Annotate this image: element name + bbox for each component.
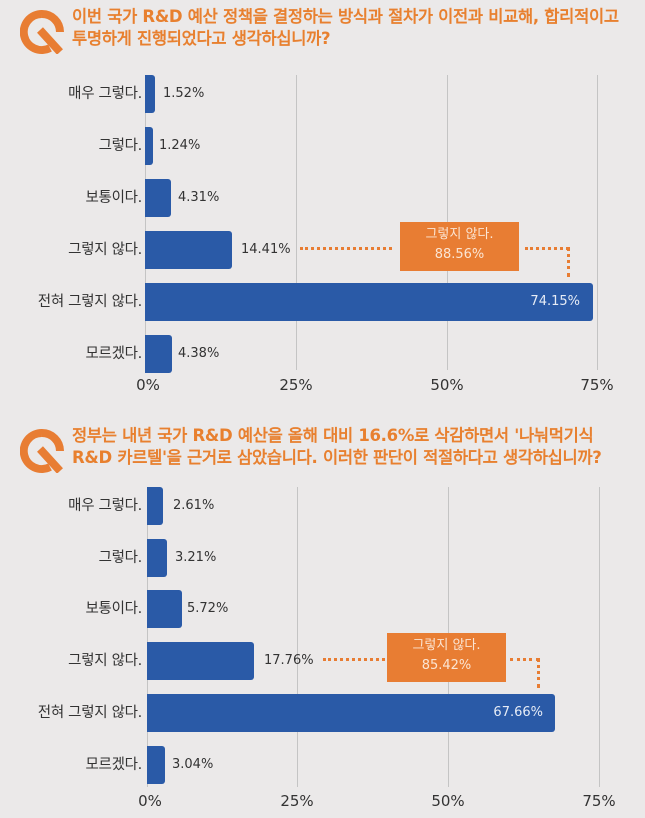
value-label: 14.41% bbox=[241, 242, 291, 257]
question-header: 이번 국가 R&D 예산 정책을 결정하는 방식과 절차가 이전과 비교해, 합… bbox=[20, 6, 635, 66]
category-label: 매우 그렇다. bbox=[68, 498, 142, 514]
question-title: 이번 국가 R&D 예산 정책을 결정하는 방식과 절차가 이전과 비교해, 합… bbox=[72, 7, 619, 48]
gridline-75 bbox=[597, 75, 598, 370]
category-label: 전혀 그렇지 않다. bbox=[37, 705, 143, 721]
zero-axis-line bbox=[145, 75, 146, 370]
category-label: 모르겠다. bbox=[85, 757, 143, 773]
tick-label-50: 50% bbox=[430, 376, 464, 394]
category-label: 매우 그렇다. bbox=[68, 86, 142, 102]
callout-label: 그렇지 않다. bbox=[412, 638, 481, 653]
tick-label-25: 25% bbox=[280, 792, 314, 810]
value-label: 1.24% bbox=[159, 138, 201, 153]
bar bbox=[147, 539, 167, 577]
bar-row: 보통이다. 4.31% bbox=[0, 179, 645, 217]
callout-connector-left bbox=[300, 247, 392, 250]
gridline-75 bbox=[599, 487, 600, 787]
gridline-25 bbox=[296, 75, 297, 370]
bar bbox=[145, 75, 155, 113]
bar bbox=[147, 642, 254, 680]
callout-connector-down bbox=[537, 658, 540, 688]
category-label: 그렇다. bbox=[98, 550, 143, 566]
bar bbox=[147, 694, 555, 732]
tick-label-0: 0% bbox=[136, 376, 160, 394]
value-label: 1.52% bbox=[163, 86, 205, 101]
bar-row: 그렇지 않다. 17.76% bbox=[0, 642, 645, 680]
category-label: 보통이다. bbox=[85, 601, 143, 617]
bar-row: 그렇다. 3.21% bbox=[0, 539, 645, 577]
tick-label-25: 25% bbox=[279, 376, 313, 394]
tick-label-75: 75% bbox=[580, 376, 614, 394]
value-label: 4.31% bbox=[178, 190, 220, 205]
bar-row: 매우 그렇다. 1.52% bbox=[0, 75, 645, 113]
bar bbox=[147, 487, 163, 525]
gridline-25 bbox=[297, 487, 298, 787]
q-letter-logo-icon bbox=[20, 10, 64, 54]
bar bbox=[147, 590, 182, 628]
category-label: 보통이다. bbox=[85, 190, 143, 206]
bar-row: 그렇다. 1.24% bbox=[0, 127, 645, 165]
callout-box: 그렇지 않다. 85.42% bbox=[387, 633, 506, 682]
bar bbox=[145, 179, 171, 217]
zero-axis-line bbox=[147, 487, 148, 787]
bar-row: 모르겠다. 4.38% bbox=[0, 335, 645, 373]
value-label: 67.66% bbox=[493, 705, 543, 720]
question-header: 정부는 내년 국가 R&D 예산을 올해 대비 16.6%로 삭감하면서 '나눠… bbox=[20, 425, 635, 485]
category-label: 그렇지 않다. bbox=[68, 242, 142, 258]
callout-connector-right bbox=[525, 247, 569, 250]
survey-chart-2: 정부는 내년 국가 R&D 예산을 올해 대비 16.6%로 삭감하면서 '나눠… bbox=[0, 415, 645, 818]
callout-box: 그렇지 않다. 88.56% bbox=[400, 222, 519, 271]
bar-row: 전혀 그렇지 않다. 74.15% bbox=[0, 283, 645, 321]
tick-label-50: 50% bbox=[431, 792, 465, 810]
value-label: 3.04% bbox=[172, 757, 214, 772]
bar bbox=[145, 283, 593, 321]
category-label: 그렇다. bbox=[98, 138, 143, 154]
value-label: 74.15% bbox=[530, 294, 580, 309]
callout-value: 88.56% bbox=[434, 247, 485, 262]
category-label: 모르겠다. bbox=[85, 346, 143, 362]
bar-row: 전혀 그렇지 않다. 67.66% bbox=[0, 694, 645, 732]
survey-chart-1: 이번 국가 R&D 예산 정책을 결정하는 방식과 절차가 이전과 비교해, 합… bbox=[0, 6, 645, 394]
value-label: 3.21% bbox=[175, 550, 217, 565]
bar bbox=[145, 335, 172, 373]
category-label: 전혀 그렇지 않다. bbox=[37, 294, 143, 310]
bar bbox=[147, 746, 165, 784]
bar bbox=[145, 231, 232, 269]
q-letter-logo-icon bbox=[20, 429, 64, 473]
tick-label-75: 75% bbox=[582, 792, 616, 810]
callout-value: 85.42% bbox=[421, 658, 472, 673]
question-title: 정부는 내년 국가 R&D 예산을 올해 대비 16.6%로 삭감하면서 '나눠… bbox=[72, 426, 602, 467]
bar-row: 그렇지 않다. 14.41% bbox=[0, 231, 645, 269]
value-label: 2.61% bbox=[173, 498, 215, 513]
value-label: 17.76% bbox=[264, 653, 314, 668]
tick-label-0: 0% bbox=[138, 792, 162, 810]
bar-row: 매우 그렇다. 2.61% bbox=[0, 487, 645, 525]
callout-connector-down bbox=[567, 247, 570, 277]
callout-connector-left bbox=[323, 658, 385, 661]
value-label: 4.38% bbox=[178, 346, 220, 361]
bar bbox=[145, 127, 153, 165]
bar-row: 보통이다. 5.72% bbox=[0, 590, 645, 628]
callout-label: 그렇지 않다. bbox=[425, 227, 494, 242]
bar-row: 모르겠다. 3.04% bbox=[0, 746, 645, 784]
callout-connector-right bbox=[510, 658, 539, 661]
category-label: 그렇지 않다. bbox=[68, 653, 142, 669]
value-label: 5.72% bbox=[187, 601, 229, 616]
